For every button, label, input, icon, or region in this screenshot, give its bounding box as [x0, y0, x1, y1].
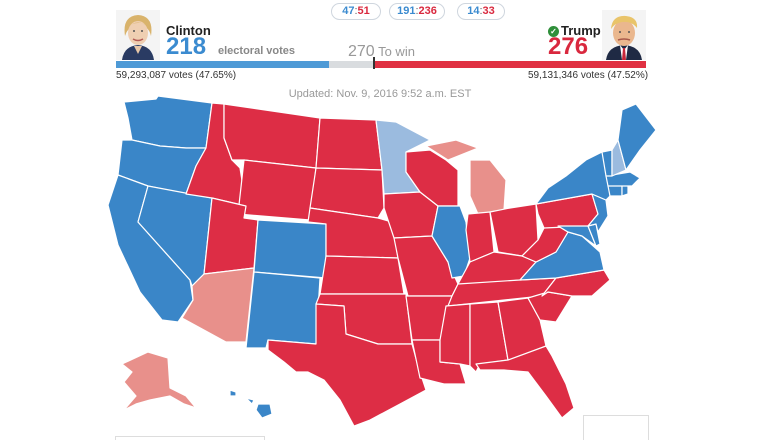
trump-popular-votes: 59,131,346 votes (47.52%) [528, 70, 649, 81]
state-NY[interactable] [535, 151, 611, 205]
state-NM[interactable] [245, 271, 321, 349]
trump-avatar [602, 10, 646, 60]
clinton-avatar [116, 10, 160, 60]
house-pill[interactable]: 191:236 [389, 3, 445, 20]
governors-pill[interactable]: 14:33 [457, 3, 505, 20]
clinton-popular-votes: 59,293,087 votes (47.65%) [116, 70, 237, 81]
state-HI[interactable] [229, 389, 273, 419]
to-win-number: 270 [348, 43, 375, 60]
governors-rep-count: 33 [482, 5, 495, 17]
clinton-name: Clinton [166, 23, 211, 38]
small-states-legend [583, 415, 649, 440]
state-FL[interactable] [475, 345, 575, 419]
state-ME[interactable] [617, 103, 657, 171]
senate-pill[interactable]: 47:51 [331, 3, 381, 20]
check-circle-icon: ✓ [548, 26, 559, 37]
to-win-text: To win [378, 44, 415, 59]
governors-dem-count: 14 [467, 5, 480, 17]
state-NJ[interactable] [587, 193, 609, 233]
electoral-votes-label: electoral votes [218, 45, 296, 57]
state-MS[interactable] [439, 303, 471, 367]
state-SD[interactable] [309, 167, 385, 219]
to-win-label: 270 To win [348, 43, 415, 61]
undecided-ev-bar [329, 61, 374, 68]
state-WY[interactable] [237, 159, 317, 221]
updated-timestamp: Updated: Nov. 9, 2016 9:52 a.m. EST [288, 88, 472, 100]
rep-ev-bar [374, 61, 646, 68]
alaska-inset-frame [115, 436, 265, 440]
state-MT[interactable] [223, 103, 321, 169]
house-dem-count: 191 [397, 5, 416, 17]
trump-electoral-votes: 276 [548, 33, 589, 60]
270-marker [373, 57, 375, 69]
state-CO[interactable] [253, 219, 327, 279]
state-MD[interactable] [557, 225, 597, 247]
trump-name-row: ✓ Trump [548, 23, 601, 38]
senate-rep-count: 51 [357, 5, 370, 17]
state-TX[interactable] [267, 303, 427, 427]
state-ND[interactable] [315, 117, 383, 171]
dem-ev-bar [116, 61, 329, 68]
state-KS[interactable] [319, 255, 405, 295]
state-AK[interactable] [121, 351, 197, 411]
house-rep-count: 236 [418, 5, 437, 17]
trump-name: Trump [561, 23, 601, 38]
senate-dem-count: 47 [342, 5, 355, 17]
clinton-electoral-votes: 218 [166, 33, 207, 60]
state-WA[interactable] [123, 95, 213, 149]
